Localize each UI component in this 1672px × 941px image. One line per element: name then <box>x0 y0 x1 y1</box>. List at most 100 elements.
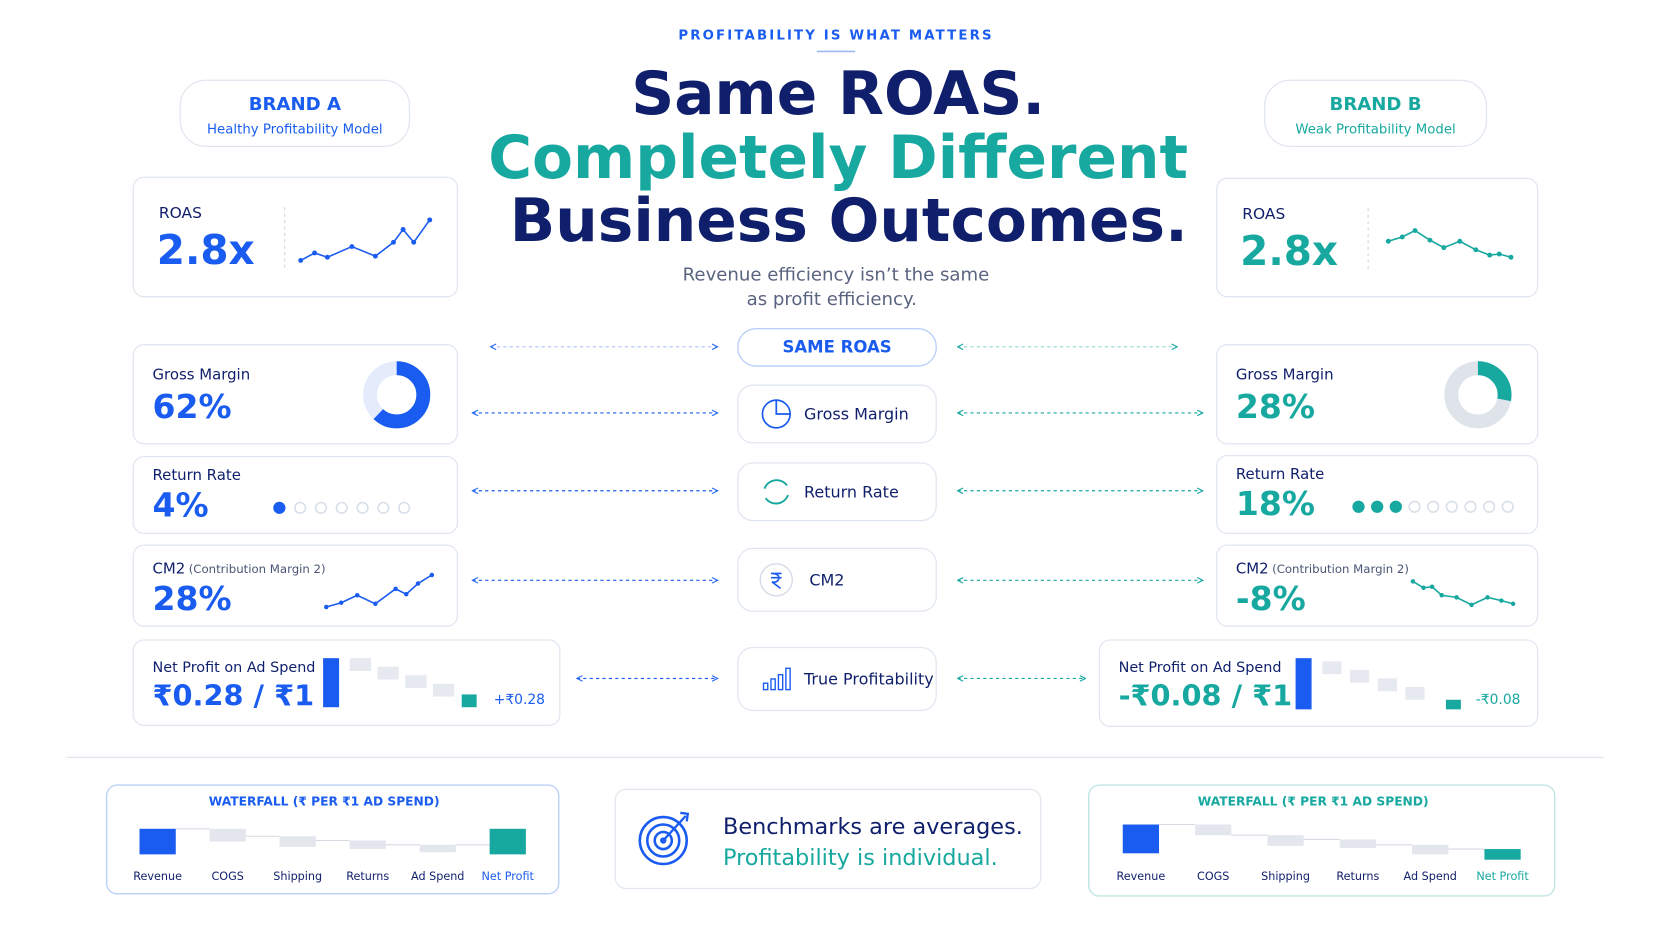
dot <box>1371 500 1384 513</box>
spark-dot <box>1410 579 1416 584</box>
metric-label: CM2 <box>1236 560 1269 578</box>
subtitle: as profit efficiency. <box>747 289 917 310</box>
brand-pill <box>1264 79 1488 147</box>
dot <box>1464 500 1477 513</box>
waterfall-bar <box>139 828 176 855</box>
spark-dot <box>372 253 378 259</box>
brand-name: BRAND A <box>249 94 341 115</box>
roas-label: ROAS <box>1242 205 1285 223</box>
roas-value: 2.8x <box>1240 227 1338 275</box>
waterfall-category: Net Profit <box>482 870 535 883</box>
spark-dot <box>1412 228 1418 234</box>
footer-card <box>614 788 1042 890</box>
target-icon <box>645 823 681 858</box>
waterfall-category: Returns <box>346 870 389 883</box>
spark-dot <box>1473 247 1479 253</box>
spark-dot <box>1457 238 1463 244</box>
title: Completely Different <box>488 124 1188 193</box>
brand-subtitle: Healthy Profitability Model <box>207 122 383 137</box>
waterfall-bar <box>1339 839 1377 848</box>
target-icon <box>653 830 674 851</box>
waterfall-bar <box>377 666 399 680</box>
dot <box>1501 500 1514 513</box>
waterfall-bar <box>349 658 372 671</box>
waterfall-bar <box>349 840 386 850</box>
spark-dot <box>1499 598 1504 603</box>
same-roas-pill <box>737 327 937 367</box>
subtitle: Revenue efficiency isn’t the same <box>683 264 990 285</box>
sparkline <box>1388 229 1512 259</box>
metric-pill <box>737 384 937 444</box>
metric-label: Return Rate <box>152 466 240 484</box>
roas-value: 2.8x <box>157 226 255 274</box>
spark-dot <box>1399 234 1405 240</box>
icon <box>770 678 776 691</box>
spark-dot <box>391 239 396 245</box>
waterfall-bar <box>489 828 526 855</box>
brand-name: BRAND B <box>1330 94 1422 115</box>
title: Same ROAS. <box>631 60 1045 129</box>
waterfall-category: Shipping <box>273 870 322 883</box>
waterfall-category: Net Profit <box>1476 870 1529 883</box>
metric-label: Net Profit on Ad Spend <box>152 660 315 676</box>
eyebrow: PROFITABILITY IS WHAT MATTERS <box>678 28 993 43</box>
roas-label: ROAS <box>159 204 202 222</box>
waterfall-category: Ad Spend <box>411 870 464 883</box>
waterfall-title: WATERFALL (₹ PER ₹1 AD SPEND) <box>209 795 440 809</box>
icon <box>770 572 782 589</box>
donut-arc <box>1444 361 1512 429</box>
waterfall-bar <box>1377 678 1397 692</box>
spark-dot <box>1439 593 1444 598</box>
dot <box>356 501 369 514</box>
waterfall-title: WATERFALL (₹ PER ₹1 AD SPEND) <box>1198 795 1429 809</box>
spark-dot <box>298 257 304 263</box>
waterfall-bar <box>1405 686 1425 700</box>
dot <box>1352 500 1365 513</box>
spark-dot <box>1496 251 1502 257</box>
metric-name: Return Rate <box>804 482 899 501</box>
spark-dot <box>324 604 329 610</box>
waterfall-bar <box>432 683 455 697</box>
dot <box>294 501 307 514</box>
metric-value: -₹0.08 / ₹1 <box>1119 679 1293 713</box>
waterfall-bar <box>1322 661 1342 675</box>
waterfall-bar <box>1122 824 1160 854</box>
waterfall-bar <box>209 828 246 842</box>
metric-name: True Profitability <box>803 670 934 689</box>
spark-dot <box>411 239 417 245</box>
waterfall-bar <box>323 658 340 708</box>
spark-dot <box>1429 584 1435 589</box>
waterfall-bar <box>405 675 427 689</box>
brand-subtitle: Weak Profitability Model <box>1295 122 1455 137</box>
icon <box>762 682 769 691</box>
waterfall-bar <box>279 836 316 847</box>
dot <box>377 501 390 514</box>
metric-value: 28% <box>152 579 231 618</box>
metric-pill <box>737 547 937 612</box>
dot <box>1408 500 1421 513</box>
waterfall-category: Ad Spend <box>1404 870 1457 883</box>
icon <box>775 400 791 415</box>
spark-dot <box>1487 252 1493 258</box>
spark-dot <box>349 244 355 250</box>
waterfall-category: COGS <box>1197 870 1229 883</box>
metric-value: 4% <box>152 485 208 524</box>
spark-dot <box>400 227 406 232</box>
waterfall-category: Revenue <box>133 870 182 883</box>
icon <box>785 667 791 691</box>
metric-label: Gross Margin <box>1236 366 1334 384</box>
net-profit-label: +₹0.28 <box>494 692 545 708</box>
dot <box>398 501 411 514</box>
waterfall-bar <box>1295 658 1312 710</box>
target-icon <box>662 811 690 842</box>
footer-text: Profitability is individual. <box>723 845 998 871</box>
metric-pill <box>737 646 937 712</box>
spark-dot <box>1469 602 1474 608</box>
metric-label: Return Rate <box>1236 465 1324 483</box>
metric-label: CM2 <box>152 560 185 578</box>
spark-dot <box>1427 237 1433 243</box>
metric-value: -8% <box>1236 579 1306 618</box>
dot <box>1389 500 1402 513</box>
waterfall-card <box>1088 784 1556 897</box>
spark-dot <box>1485 595 1490 600</box>
